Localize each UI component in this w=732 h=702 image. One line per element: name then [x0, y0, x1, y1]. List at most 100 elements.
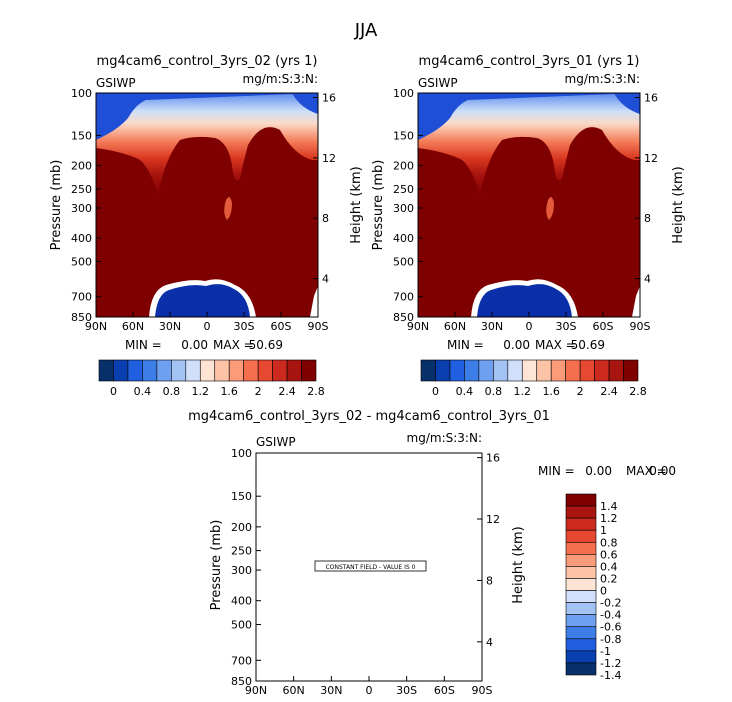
colorbar-swatch [521, 359, 538, 382]
y-tick-label: 850 [231, 675, 252, 688]
colorbar-label: 1.2 [600, 512, 618, 525]
colorbar-swatch [142, 359, 158, 382]
panel-a-max-value: 50.69 [249, 338, 283, 352]
colorbar-swatch [565, 626, 597, 640]
y-tick-label: 200 [71, 160, 92, 173]
figure-title: JJA [354, 20, 378, 41]
colorbar-label: 1.2 [514, 385, 532, 398]
panel-a-units-label: mg/m:S:3:N: [243, 72, 318, 86]
colorbar-label: 2 [577, 385, 584, 398]
colorbar-swatch [199, 359, 216, 382]
panel-c-constant-field-box: CONSTANT FIELD - VALUE IS 0 [314, 560, 427, 572]
x-tick-label: 30N [481, 320, 503, 333]
colorbar-label: 2.4 [278, 385, 296, 398]
colorbar-swatch [228, 359, 244, 382]
y-tick-label: 700 [393, 291, 414, 304]
panel-b-field [418, 93, 640, 317]
colorbar-label: 0.4 [600, 560, 618, 573]
colorbar-swatch [98, 359, 114, 382]
x-tick-label: 30S [234, 320, 255, 333]
panel-a-title: mg4cam6_control_3yrs_02 (yrs 1) [97, 54, 318, 69]
x-tick-label: 60S [593, 320, 614, 333]
y-tick-label: 100 [231, 447, 252, 460]
colorbar-swatch [565, 541, 597, 555]
panel-c-title: mg4cam6_control_3yrs_02 - mg4cam6_contro… [188, 409, 550, 424]
colorbar-swatch [536, 359, 552, 382]
y-tick-label: 300 [393, 202, 414, 215]
colorbar-swatch [464, 359, 480, 382]
panel-b-small-blob [546, 197, 554, 220]
colorbar-swatch [257, 359, 273, 382]
panel-b-deep-blue-top [418, 93, 640, 140]
panel-c-y-axis-label: Pressure (mb) [209, 520, 224, 611]
panel-b-y-axis-label: Pressure (mb) [371, 160, 386, 251]
panel-b-min-label: MIN = [447, 338, 484, 352]
panel-a-min-label: MIN = [125, 338, 162, 352]
panel-b-max-value: 50.69 [571, 338, 605, 352]
y-tick-label: 850 [393, 311, 414, 324]
colorbar-swatch [507, 359, 523, 382]
colorbar-label: 0 [110, 385, 117, 398]
panel-a-upper-gradient [96, 93, 318, 195]
y-tick-label: 400 [231, 595, 252, 608]
panel-b-axes: 100 150 200 250 300 400 500 700 850 16 12 8 4 90N 60N 3… [393, 87, 658, 333]
colorbar-label: 2.8 [629, 385, 647, 398]
panel-a-surface-edge [310, 286, 318, 317]
colorbar-label: 0.8 [163, 385, 181, 398]
x-tick-label: 90S [630, 320, 651, 333]
panel-a: mg4cam6_control_3yrs_02 (yrs 1) GSIWP mg… [49, 54, 364, 398]
colorbar-label: 1 [600, 524, 607, 537]
y2-tick-label: 4 [486, 636, 493, 649]
colorbar-swatch [565, 554, 597, 567]
colorbar-swatch [565, 493, 597, 507]
colorbar-label: -1 [600, 645, 611, 658]
colorbar-swatch [565, 602, 597, 615]
y2-tick-label: 12 [322, 152, 336, 165]
panel-c-variable-label: GSIWP [256, 435, 296, 449]
y2-tick-label: 16 [644, 92, 658, 105]
x-tick-label: 30S [396, 684, 417, 697]
colorbar-swatch [565, 590, 597, 603]
x-tick-label: 90N [407, 320, 429, 333]
colorbar-swatch [286, 359, 302, 382]
colorbar-label: 0.4 [456, 385, 474, 398]
colorbar-label: 0.6 [600, 548, 618, 561]
y-tick-label: 150 [231, 490, 252, 503]
y-tick-label: 850 [71, 311, 92, 324]
x-tick-label: 30S [556, 320, 577, 333]
panel-a-min-value: 0.00 [181, 338, 208, 352]
panel-b-upper-gradient [418, 93, 640, 195]
panel-a-axes: 100 150 200 250 300 400 500 700 850 16 12 8 4 90N 60N 3… [71, 87, 336, 333]
colorbar-swatch [493, 359, 509, 382]
x-tick-label: 90S [308, 320, 329, 333]
x-tick-label: 60N [122, 320, 144, 333]
panel-a-field [96, 93, 318, 317]
panel-b-surface-edge [632, 286, 640, 317]
panel-c-units-label: mg/m:S:3:N: [407, 431, 482, 445]
x-tick-label: 90N [245, 684, 267, 697]
colorbar-label: -0.6 [600, 621, 621, 634]
panel-b: mg4cam6_control_3yrs_01 (yrs 1) GSIWP mg… [371, 54, 686, 398]
y-tick-label: 700 [231, 654, 252, 667]
colorbar-swatch [156, 359, 172, 382]
y-tick-label: 400 [393, 232, 414, 245]
colorbar-swatch [623, 359, 639, 382]
y-tick-label: 250 [231, 545, 252, 558]
panel-c-min-value: 0.00 [585, 464, 612, 478]
y-tick-label: 300 [71, 202, 92, 215]
colorbar-swatch [113, 359, 129, 382]
y2-tick-label: 16 [322, 92, 336, 105]
colorbar-label: 0.8 [600, 536, 618, 549]
x-tick-label: 60N [444, 320, 466, 333]
panel-a-max-label: MAX = [213, 338, 254, 352]
panel-a-y-axis-label: Pressure (mb) [49, 160, 64, 251]
colorbar-swatch [565, 359, 581, 382]
panel-a-y2-axis-label: Height (km) [349, 166, 364, 243]
colorbar-swatch [420, 359, 436, 382]
panel-b-title: mg4cam6_control_3yrs_01 (yrs 1) [419, 54, 640, 69]
panel-c-min-label: MIN = [538, 464, 575, 478]
y-tick-label: 400 [71, 232, 92, 245]
panel-b-surface-blue [477, 284, 572, 317]
y-tick-label: 500 [71, 255, 92, 268]
colorbar-label: 2.4 [600, 385, 618, 398]
